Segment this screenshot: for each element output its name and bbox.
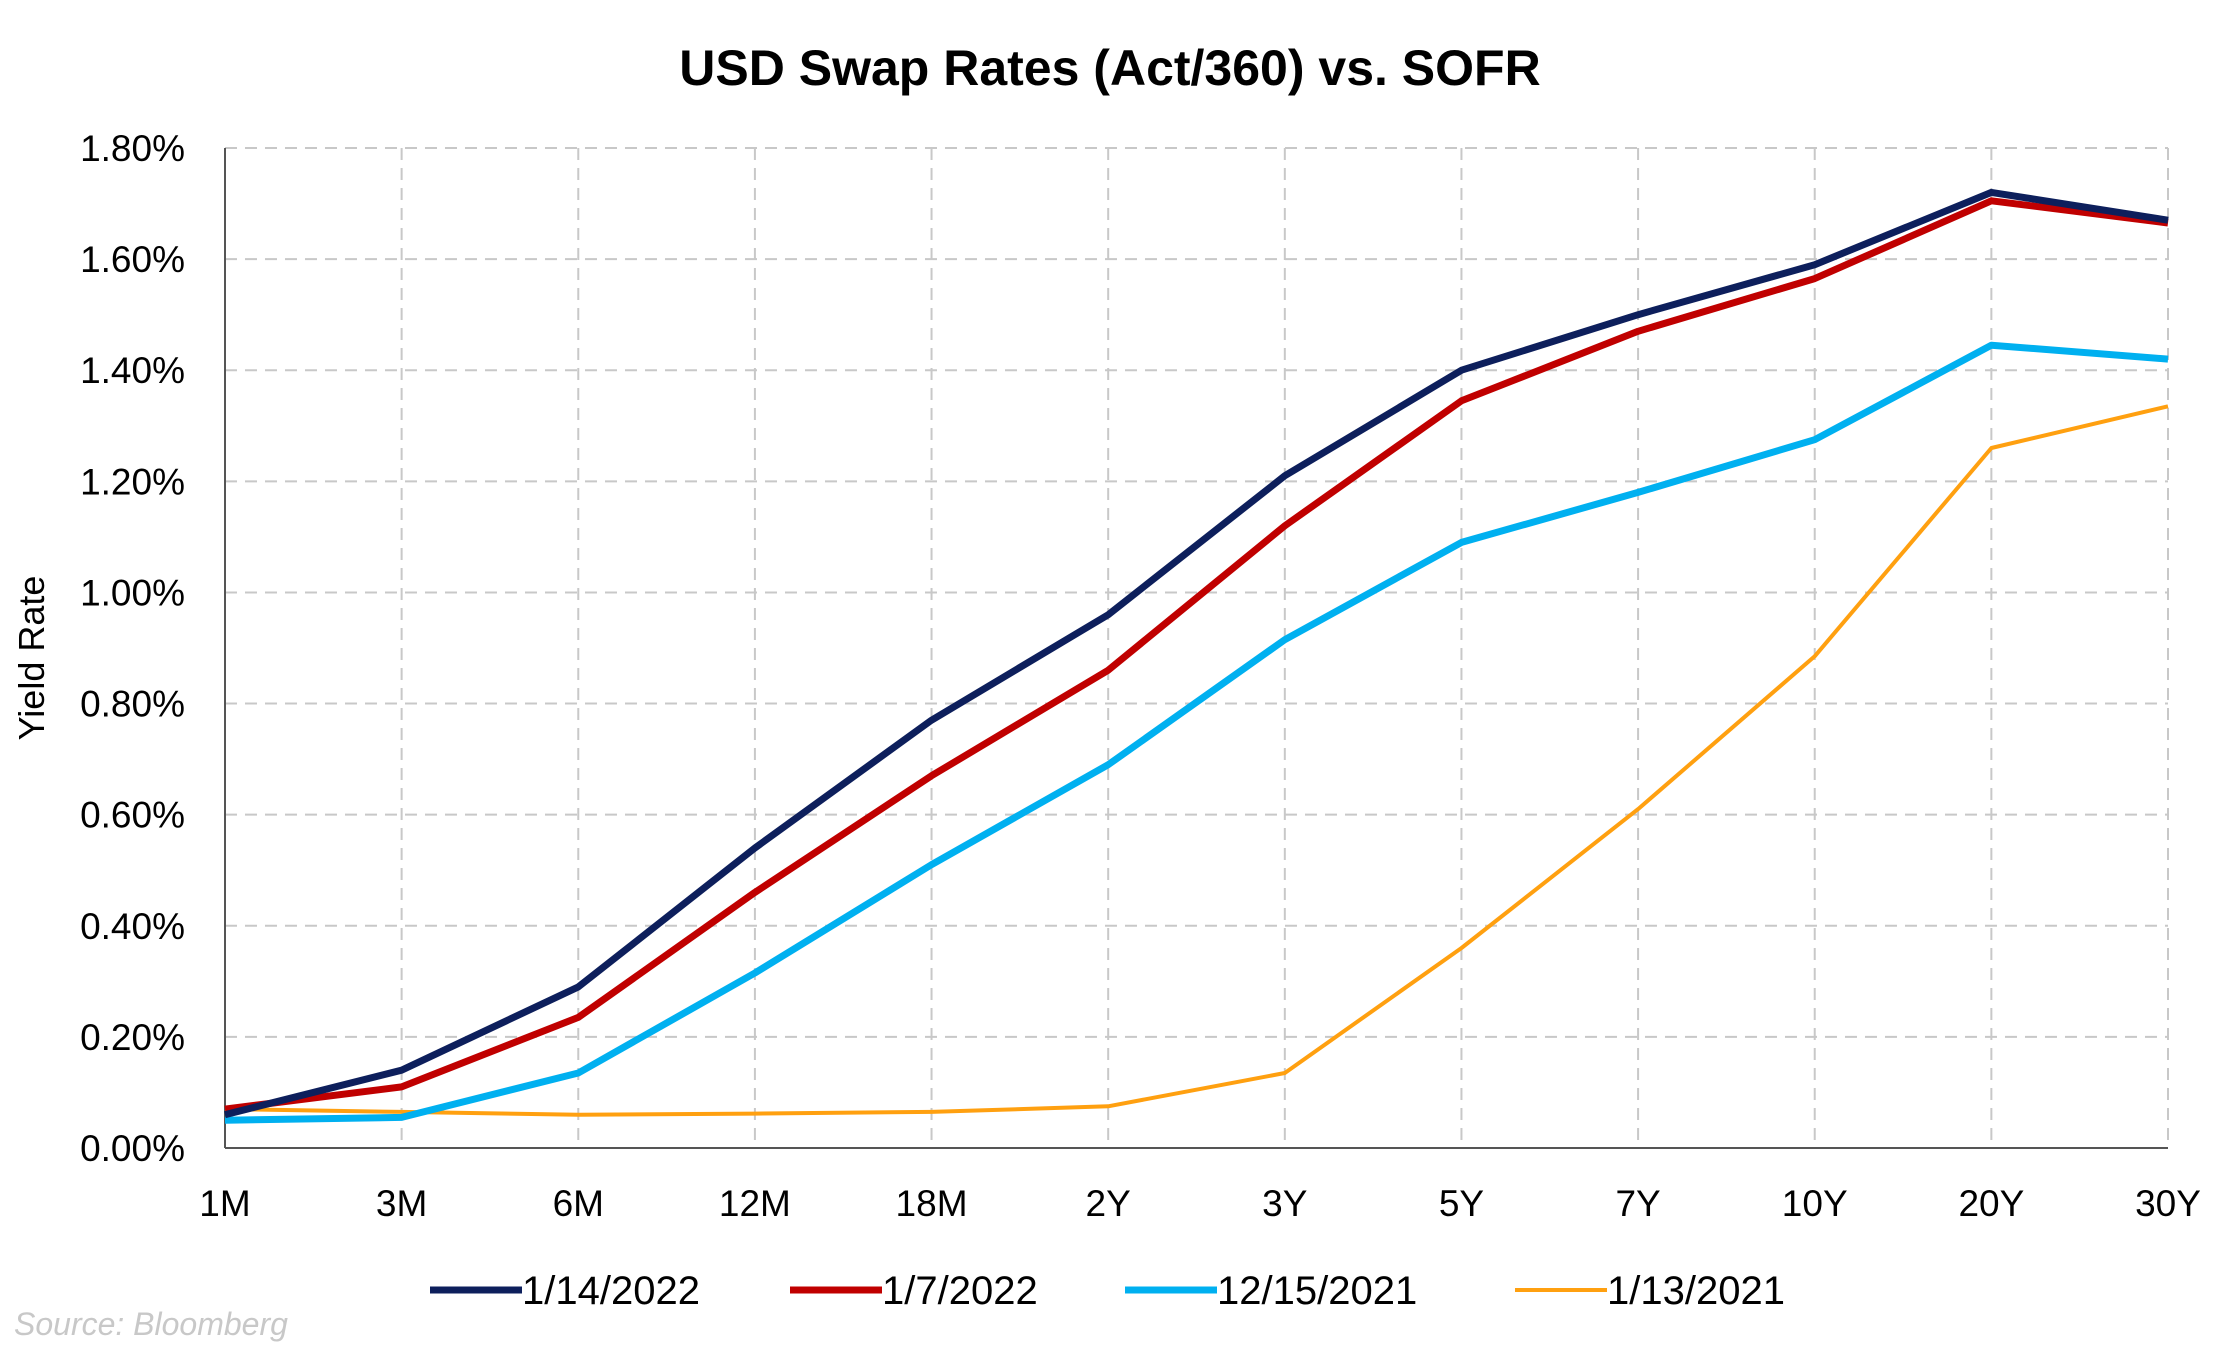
y-tick-label: 0.60%	[80, 795, 185, 836]
y-tick-label: 1.20%	[80, 461, 185, 502]
legend-label: 12/15/2021	[1217, 1269, 1417, 1313]
legend-label: 1/7/2022	[882, 1269, 1038, 1313]
y-axis-label: Yield Rate	[11, 576, 52, 741]
y-tick-label: 0.00%	[80, 1128, 185, 1169]
y-tick-label: 1.40%	[80, 350, 185, 391]
legend: 1/14/2022 1/7/2022 12/15/2021 1/13/2021	[430, 1269, 1785, 1313]
y-tick-label: 0.80%	[80, 684, 185, 725]
series-line	[224, 341, 2169, 1124]
chart-title: USD Swap Rates (Act/360) vs. SOFR	[679, 40, 1540, 96]
tick-labels: 0.00% 0.20% 0.40% 0.60% 0.80% 1.00% 1.20% 1.40%…	[80, 128, 2201, 1224]
legend-label: 1/13/2021	[1607, 1269, 1785, 1313]
x-tick-label: 6M	[553, 1183, 604, 1224]
series-lines	[224, 188, 2169, 1124]
gridlines	[225, 147, 2169, 1148]
series-line	[224, 188, 2169, 1119]
source-note: Source: Bloomberg	[14, 1306, 288, 1342]
x-tick-label: 30Y	[2135, 1183, 2201, 1224]
x-tick-label: 3M	[376, 1183, 427, 1224]
y-tick-label: 0.20%	[80, 1017, 185, 1058]
axes	[224, 148, 2168, 1149]
series-line	[224, 197, 2169, 1113]
x-tick-label: 10Y	[1782, 1183, 1848, 1224]
y-tick-label: 1.80%	[80, 128, 185, 169]
x-tick-label: 7Y	[1615, 1183, 1660, 1224]
y-tick-label: 0.40%	[80, 906, 185, 947]
y-tick-label: 1.60%	[80, 239, 185, 280]
x-tick-label: 12M	[719, 1183, 791, 1224]
x-tick-label: 18M	[896, 1183, 968, 1224]
legend-label: 1/14/2022	[522, 1269, 700, 1313]
y-tick-label: 1.00%	[80, 572, 185, 613]
x-tick-label: 2Y	[1086, 1183, 1131, 1224]
x-tick-label: 1M	[199, 1183, 250, 1224]
x-tick-label: 20Y	[1958, 1183, 2024, 1224]
x-tick-label: 3Y	[1262, 1183, 1307, 1224]
x-tick-label: 5Y	[1439, 1183, 1484, 1224]
series-line	[224, 404, 2169, 1117]
